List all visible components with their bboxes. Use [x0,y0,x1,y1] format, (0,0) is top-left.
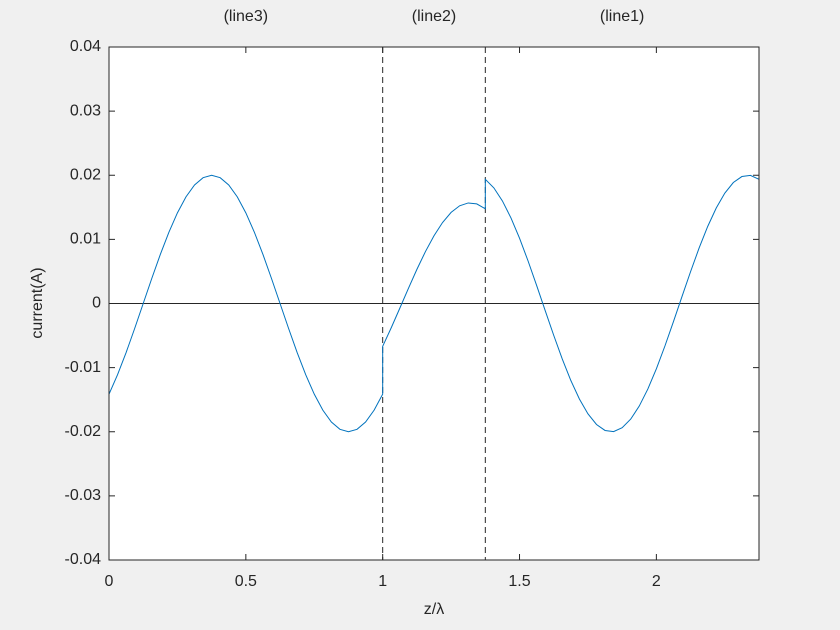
y-tick-label: 0 [92,295,101,312]
y-tick-label: -0.04 [65,551,102,568]
x-tick-label: 2 [652,573,661,590]
x-tick-label: 1 [378,573,387,590]
y-tick-label: -0.01 [65,359,102,376]
section-label: (line3) [224,8,268,25]
y-axis-label: current(A) [29,267,46,338]
y-tick-label: -0.02 [65,423,102,440]
x-tick-label: 0 [105,573,114,590]
y-tick-label: 0.04 [70,38,101,55]
x-tick-label: 0.5 [235,573,257,590]
y-tick-label: 0.01 [70,231,101,248]
x-axis-label: z/λ [424,601,444,618]
y-tick-label: -0.03 [65,487,102,504]
section-label: (line1) [600,8,644,25]
current-line [108,174,760,433]
y-tick-label: 0.02 [70,166,101,183]
section-label: (line2) [412,8,456,25]
y-tick-label: 0.03 [70,102,101,119]
x-tick-label: 1.5 [508,573,530,590]
